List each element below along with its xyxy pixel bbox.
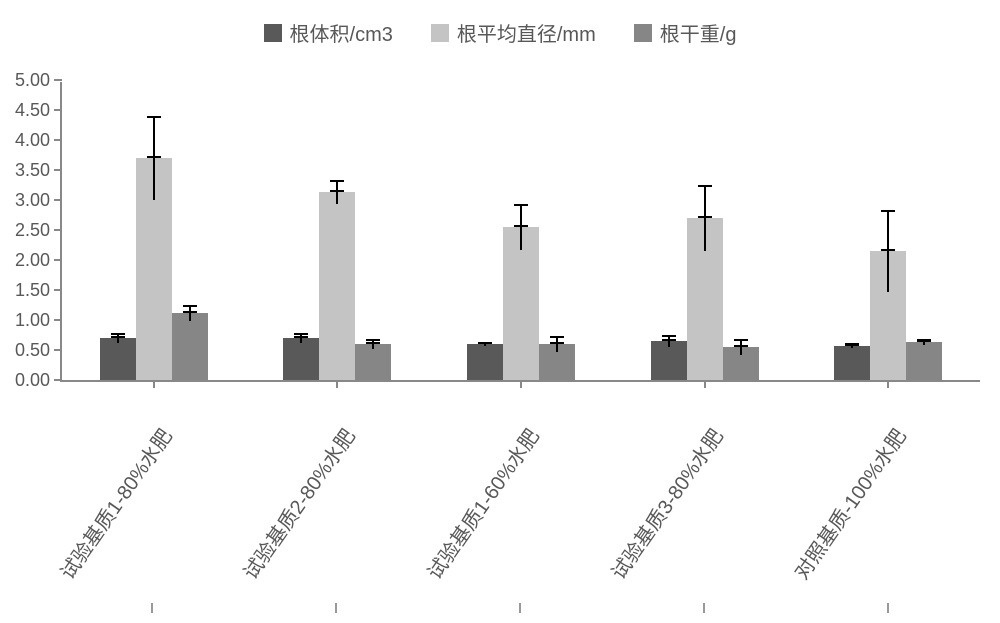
y-tick-label: 0.00 [15,370,50,391]
bar-cluster [283,82,391,380]
error-bar [887,210,889,251]
bar [100,338,136,380]
y-tick-label: 1.50 [15,280,50,301]
error-bar [740,339,742,347]
bar [503,227,539,380]
error-bar-lower [923,342,925,345]
y-tick-label: 1.00 [15,310,50,331]
bar-group: 对照基质-100%水肥 [796,82,980,380]
error-bar-lower [153,158,155,200]
bar-cluster [834,82,942,380]
error-bar [153,116,155,158]
root-chart: 根体积/cm3 根平均直径/mm 根干重/g 0.000.501.001.502… [0,0,1000,623]
x-tick [153,380,155,388]
bar-cluster [467,82,575,380]
error-bar-lower [740,347,742,355]
bar [319,192,355,380]
error-bar [923,339,925,342]
bar [834,346,870,380]
legend-item-2: 根干重/g [634,18,737,47]
x-tick [704,380,706,388]
bar-group: 试验基质1-60%水肥 [429,82,613,380]
y-tick-label: 3.00 [15,190,50,211]
error-bar-lower [117,338,119,343]
y-tick-label: 4.50 [15,100,50,121]
error-bar [668,335,670,341]
error-bar-lower [520,227,522,250]
y-tick-label: 0.50 [15,340,50,361]
bar [136,158,172,380]
bar-group: 试验基质1-80%水肥 [62,82,246,380]
error-bar [851,343,853,345]
y-tick-label: 2.00 [15,250,50,271]
y-tick-label: 4.00 [15,130,50,151]
error-bar-lower [484,344,486,346]
error-bar [372,339,374,344]
legend-label-0: 根体积/cm3 [290,18,393,47]
error-bar-lower [887,251,889,292]
legend-swatch-2 [634,24,652,42]
error-bar-lower [556,344,558,352]
error-bar-lower [372,344,374,349]
error-bar [556,336,558,344]
x-tick [887,380,889,388]
bar-group: 试验基质3-80%水肥 [613,82,797,380]
bar-cluster [651,82,759,380]
bar [906,342,942,380]
bar [467,344,503,380]
error-bar [520,204,522,227]
legend-swatch-1 [431,24,449,42]
error-bar [189,305,191,313]
legend-label-2: 根干重/g [660,18,737,47]
bar-group: 试验基质2-80%水肥 [246,82,430,380]
error-bar-lower [668,341,670,347]
bar-cluster [100,82,208,380]
legend-swatch-0 [264,24,282,42]
error-bar [336,180,338,192]
x-tick [336,380,338,388]
bar [539,344,575,380]
legend-label-1: 根平均直径/mm [457,18,596,47]
error-bar-lower [300,338,302,343]
y-tick-label: 3.50 [15,160,50,181]
bar [355,344,391,380]
y-tick-label: 5.00 [15,70,50,91]
error-bar [117,333,119,338]
bar-groups: 试验基质1-80%水肥试验基质2-80%水肥试验基质1-60%水肥试验基质3-8… [62,82,980,380]
legend: 根体积/cm3 根平均直径/mm 根干重/g [0,18,1000,47]
bar [283,338,319,380]
error-bar-lower [336,192,338,204]
bar [172,313,208,380]
error-bar [704,185,706,218]
error-bar-lower [851,346,853,348]
error-bar [300,333,302,338]
plot-area: 0.000.501.001.502.002.503.003.504.004.50… [60,82,980,382]
legend-item-1: 根平均直径/mm [431,18,596,47]
y-tick-label: 2.50 [15,220,50,241]
bar [651,341,687,380]
bar [870,251,906,380]
bar [723,347,759,380]
legend-item-0: 根体积/cm3 [264,18,393,47]
error-bar-lower [189,313,191,321]
bar [687,218,723,380]
error-bar-lower [704,218,706,251]
x-tick [520,380,522,388]
bottom-ticks [60,603,980,613]
error-bar [484,342,486,344]
